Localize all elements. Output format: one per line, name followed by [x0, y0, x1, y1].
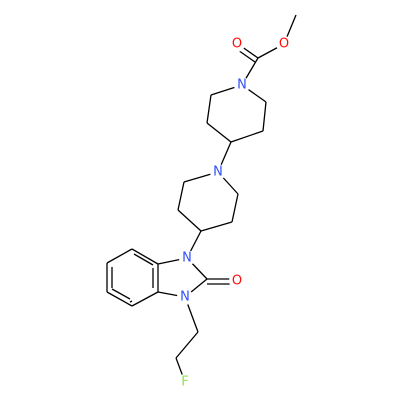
- atom-label: N: [237, 78, 247, 93]
- atom-label: N: [182, 251, 192, 266]
- atom-labels: O O N N N O N F: [177, 36, 292, 390]
- atom-label: O: [279, 37, 289, 52]
- atom-label: F: [181, 375, 188, 390]
- label-bg: [177, 374, 193, 390]
- label-bg: [210, 164, 226, 180]
- label-bg: [177, 289, 193, 305]
- atom-label: O: [232, 37, 242, 52]
- label-bg: [229, 273, 245, 289]
- atom-label: O: [232, 274, 242, 289]
- label-bg: [179, 250, 195, 266]
- atom-label: N: [180, 290, 190, 305]
- atom-label: N: [213, 165, 223, 180]
- label-bg: [276, 36, 292, 52]
- label-bg: [229, 36, 245, 52]
- label-bg: [234, 77, 250, 93]
